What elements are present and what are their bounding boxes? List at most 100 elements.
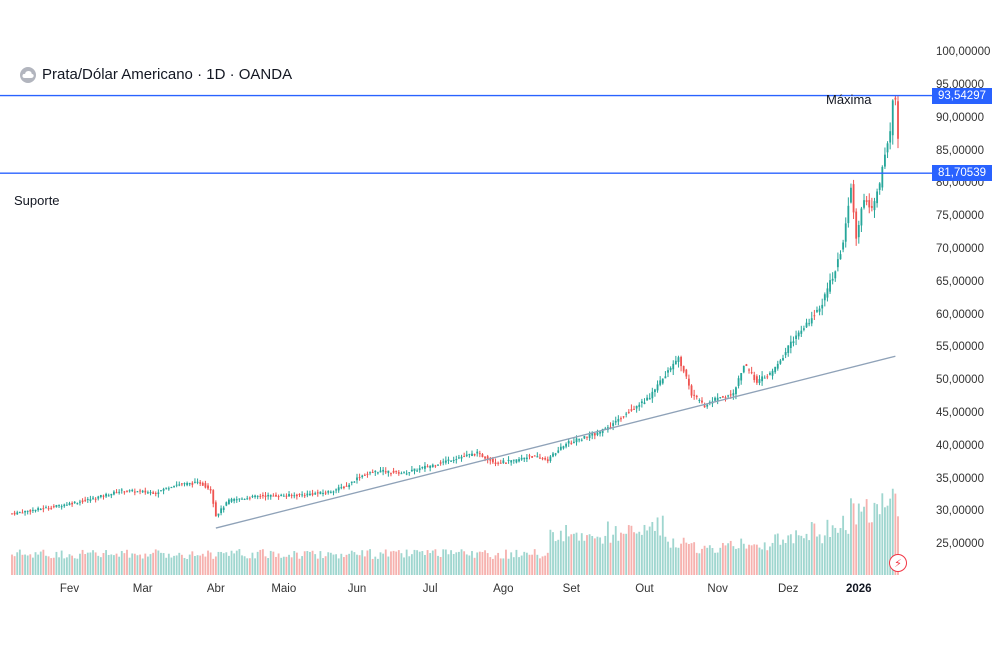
candle-body: [889, 131, 892, 143]
candle-body: [183, 483, 186, 485]
candle-body: [701, 400, 703, 403]
candle-body: [742, 365, 745, 373]
volume-bar: [821, 543, 824, 575]
volume-bar: [118, 556, 121, 575]
candle-body: [667, 370, 669, 373]
volume-bar: [175, 555, 178, 575]
cloud-logo-icon: [20, 66, 36, 83]
volume-bar: [614, 526, 617, 575]
candle-body: [421, 467, 424, 469]
volume-bar: [374, 556, 377, 575]
volume-bar: [275, 556, 277, 575]
symbol-header[interactable]: Prata/Dólar Americano · 1D · OANDA: [20, 66, 292, 83]
volume-bar: [47, 556, 50, 575]
candle-body: [24, 511, 26, 513]
volume-bar: [886, 505, 889, 575]
volume-bar: [719, 547, 722, 575]
flash-alert-icon[interactable]: ⚡: [889, 554, 907, 572]
y-tick-label: 25,00000: [936, 538, 984, 551]
candle-body: [314, 493, 317, 495]
volume-bar: [444, 549, 447, 575]
volume-bar: [99, 557, 102, 575]
candle-body: [802, 328, 805, 330]
volume-bar: [667, 541, 669, 575]
candle-body: [847, 205, 850, 224]
candle-body: [251, 496, 254, 498]
candle-body: [34, 509, 37, 512]
candle-body: [269, 494, 272, 497]
candle-body: [873, 201, 876, 211]
candle-body: [431, 464, 434, 468]
volume-bar: [465, 554, 468, 575]
candle-body: [369, 472, 371, 474]
candle-body: [494, 462, 497, 464]
volume-bar: [562, 541, 565, 575]
candle-body: [620, 418, 622, 420]
candle-body: [562, 446, 565, 449]
candle-body: [447, 459, 450, 461]
volume-bar: [698, 553, 701, 575]
candle-body: [146, 492, 149, 494]
volume-bar: [578, 540, 581, 575]
candle-body: [128, 490, 131, 492]
volume-bar: [424, 554, 426, 575]
volume-bar: [363, 556, 366, 575]
volume-bar: [599, 537, 601, 575]
volume-bar: [870, 522, 873, 575]
candle-body: [510, 460, 513, 463]
volume-bar: [808, 540, 811, 575]
candle-body: [491, 458, 494, 463]
candle-body: [721, 396, 724, 398]
volume-bar: [878, 514, 881, 575]
candle-body: [309, 493, 311, 495]
candle-body: [303, 495, 306, 497]
volume-bar: [643, 524, 646, 575]
candle-body: [661, 378, 664, 384]
volume-bar: [894, 493, 897, 575]
volume-bar: [476, 552, 479, 575]
volume-bar: [855, 524, 858, 575]
volume-bar: [390, 551, 392, 575]
volume-bar: [525, 552, 528, 575]
volume-bar: [797, 535, 800, 575]
candle-body: [395, 470, 398, 472]
volume-bar: [241, 555, 243, 575]
volume-bar: [635, 533, 638, 575]
candle-body: [507, 459, 510, 461]
volume-bar: [622, 533, 625, 575]
volume-bar: [191, 551, 194, 575]
candle-body: [523, 457, 526, 460]
support-price-tag: 81,70539: [932, 165, 992, 182]
volume-bar: [18, 549, 21, 575]
candle-body: [450, 460, 452, 462]
candle-body: [554, 453, 557, 455]
volume-bar: [860, 511, 863, 575]
max-price-tag: 93,54297: [932, 87, 992, 104]
candle-body: [617, 418, 620, 422]
volume-bar: [458, 551, 460, 575]
candle-body: [144, 490, 147, 493]
candle-body: [868, 200, 871, 208]
volume-bar: [565, 524, 567, 575]
volume-bar: [60, 550, 63, 575]
y-tick-label: 50,00000: [936, 374, 984, 387]
candle-body: [429, 465, 432, 468]
candle-body: [664, 376, 667, 379]
volume-bar: [865, 499, 868, 575]
volume-bar: [630, 525, 633, 575]
candle-body: [295, 494, 298, 497]
candle-body: [557, 450, 560, 453]
candle-body: [737, 378, 740, 386]
volume-bar: [661, 515, 664, 575]
volume-bar: [16, 552, 19, 575]
volume-bar: [690, 543, 693, 575]
volume-bar: [376, 558, 379, 575]
candle-body: [105, 493, 108, 497]
volume-bar: [426, 550, 429, 575]
volume-bar: [303, 551, 306, 575]
candle-body: [58, 505, 60, 507]
volume-bar: [580, 533, 583, 575]
volume-bar: [295, 552, 298, 575]
